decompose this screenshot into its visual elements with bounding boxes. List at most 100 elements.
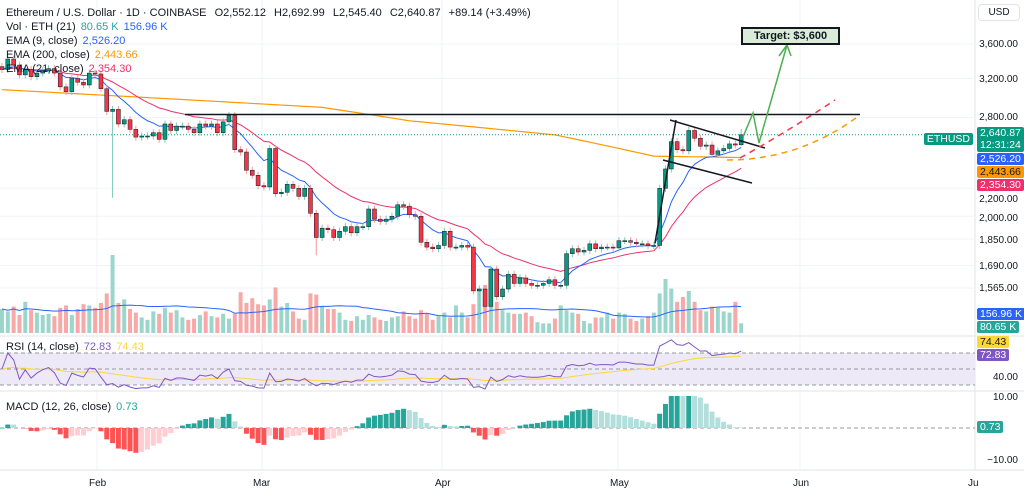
macd-bar — [517, 425, 523, 428]
candle-body — [383, 218, 389, 222]
ema9-label: EMA (9, close) — [6, 35, 78, 47]
volume-bar — [704, 311, 709, 333]
candle-body — [529, 283, 534, 286]
macd-bar — [488, 428, 494, 436]
volume-bar — [29, 310, 34, 333]
macd-bar — [500, 428, 506, 435]
candle-body — [156, 132, 162, 140]
macd-bar — [214, 418, 220, 428]
macd-bar — [668, 396, 674, 428]
volume-bar — [157, 313, 162, 333]
candle-body — [354, 226, 360, 234]
candle-body — [17, 64, 22, 76]
volume-bar — [366, 315, 371, 333]
volume-bar — [168, 312, 173, 333]
macd-bar — [348, 428, 354, 430]
macd-bar — [191, 423, 197, 428]
macd-bar — [622, 415, 628, 428]
volume-bar — [605, 312, 610, 333]
candle-body — [610, 246, 616, 249]
macd-bar — [115, 428, 121, 449]
candle-body — [255, 175, 261, 186]
candle-body — [348, 226, 354, 234]
volume-bar — [197, 315, 202, 333]
volume-bar — [593, 317, 598, 333]
macd-bar — [354, 426, 360, 428]
volume-bar — [314, 294, 319, 333]
vol-legend[interactable]: Vol · ETH (21) 80.65 K 156.96 K — [6, 20, 173, 34]
macd-bar — [569, 411, 575, 428]
volume-bar — [244, 303, 249, 333]
candle-body — [133, 129, 139, 138]
target-annotation[interactable]: Target: $3,600 — [741, 27, 840, 45]
candle-body — [651, 245, 657, 247]
volume-bar — [52, 316, 57, 333]
volume-bar — [34, 312, 39, 333]
candle-body — [87, 72, 92, 86]
last-price: 2,640.87 — [980, 127, 1021, 139]
volume-bar — [663, 279, 668, 333]
candle-body — [709, 144, 715, 155]
macd-bar — [389, 412, 395, 428]
macd-bar — [447, 425, 453, 428]
ema200-legend[interactable]: EMA (200, close) 2,443.66 — [6, 48, 143, 62]
bar-countdown: 12:31:24 — [980, 139, 1021, 151]
volume-bar — [611, 318, 616, 333]
rsi-tick: 40.00 — [992, 372, 1018, 383]
volume-bar — [337, 312, 342, 333]
ema200-value: 2,443.66 — [94, 49, 138, 61]
candle-body — [203, 123, 208, 127]
macd-bar — [238, 426, 244, 428]
macd-bar — [552, 420, 558, 428]
candle-body — [319, 227, 325, 238]
macd-legend[interactable]: MACD (12, 26, close) 0.73 — [6, 400, 143, 414]
macd-bar — [616, 414, 622, 428]
macd-bar — [220, 416, 226, 428]
macd-bar — [57, 428, 63, 435]
macd-tag: 0.73 — [977, 421, 1004, 433]
candle-body — [244, 151, 249, 171]
candle-body — [634, 241, 639, 245]
macd-bar — [261, 428, 267, 445]
volume-bar — [40, 315, 45, 333]
macd-bar — [307, 428, 313, 435]
macd-bar — [127, 428, 133, 452]
candle-body — [680, 149, 686, 152]
candle-body — [389, 215, 395, 220]
candle-body — [34, 72, 40, 77]
macd-bar — [11, 424, 17, 428]
price-tick: 1,690.00 — [979, 261, 1018, 272]
volume-bar — [448, 317, 453, 333]
candle-body — [279, 192, 284, 194]
rsi-label: RSI (14, close) — [6, 341, 79, 353]
volume-bar — [517, 313, 522, 333]
macd-bar — [360, 423, 366, 428]
macd-bar — [34, 428, 40, 432]
macd-bar — [366, 417, 372, 428]
price-tag: 2,640.87 12:31:24 — [977, 127, 1024, 152]
ema21-legend[interactable]: EMA (21, close) 2,354.30 — [6, 62, 136, 76]
ema9-legend[interactable]: EMA (9, close) 2,526.20 — [6, 34, 130, 48]
candle-body — [692, 130, 697, 139]
macd-bar — [313, 428, 319, 440]
macd-bar — [98, 428, 104, 432]
candle-body — [721, 148, 726, 152]
volume-bar — [407, 316, 412, 333]
rsi-ma-line — [1, 355, 742, 382]
candle-body — [628, 240, 633, 243]
macd-bar — [546, 420, 552, 428]
candle-body — [412, 214, 418, 217]
volume-bar — [273, 287, 278, 333]
macd-bar — [581, 409, 587, 428]
candle-body — [570, 248, 575, 254]
volume-bar — [372, 317, 377, 333]
macd-bar — [226, 413, 232, 428]
macd-bar — [505, 428, 511, 430]
macd-bar — [662, 403, 668, 428]
rsi-legend[interactable]: RSI (14, close) 72.83 74.43 — [6, 340, 149, 354]
candle-body — [546, 279, 552, 284]
candle-body — [232, 115, 238, 150]
symbol-legend: Ethereum / U.S. Dollar · 1D · COINBASE O… — [6, 6, 536, 20]
currency-button[interactable]: USD — [978, 4, 1020, 21]
